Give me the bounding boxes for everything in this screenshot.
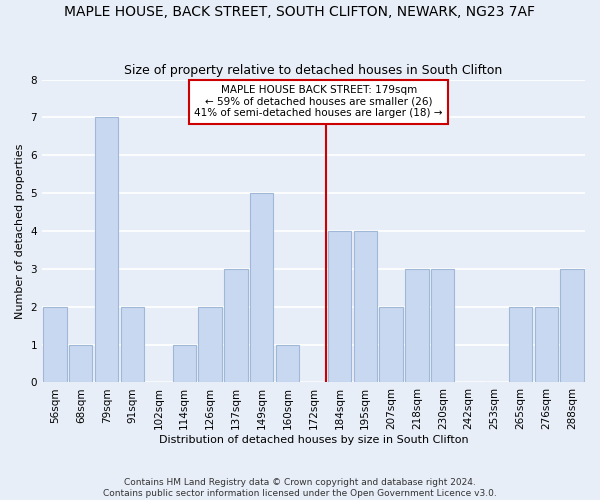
Bar	[276, 344, 299, 383]
Bar	[173, 344, 196, 383]
Bar	[95, 118, 118, 382]
Text: MAPLE HOUSE, BACK STREET, SOUTH CLIFTON, NEWARK, NG23 7AF: MAPLE HOUSE, BACK STREET, SOUTH CLIFTON,…	[65, 5, 536, 19]
Bar	[69, 344, 92, 383]
Bar	[43, 306, 67, 382]
Text: Contains HM Land Registry data © Crown copyright and database right 2024.
Contai: Contains HM Land Registry data © Crown c…	[103, 478, 497, 498]
Text: MAPLE HOUSE BACK STREET: 179sqm
← 59% of detached houses are smaller (26)
41% of: MAPLE HOUSE BACK STREET: 179sqm ← 59% of…	[194, 85, 443, 118]
Bar	[353, 231, 377, 382]
Bar	[509, 306, 532, 382]
Bar	[431, 269, 454, 382]
Y-axis label: Number of detached properties: Number of detached properties	[15, 144, 25, 318]
Bar	[379, 306, 403, 382]
Bar	[250, 193, 274, 382]
Bar	[121, 306, 144, 382]
Bar	[535, 306, 558, 382]
Bar	[224, 269, 248, 382]
Title: Size of property relative to detached houses in South Clifton: Size of property relative to detached ho…	[124, 64, 503, 77]
Bar	[328, 231, 351, 382]
Bar	[406, 269, 428, 382]
X-axis label: Distribution of detached houses by size in South Clifton: Distribution of detached houses by size …	[159, 435, 469, 445]
Bar	[199, 306, 222, 382]
Bar	[560, 269, 584, 382]
